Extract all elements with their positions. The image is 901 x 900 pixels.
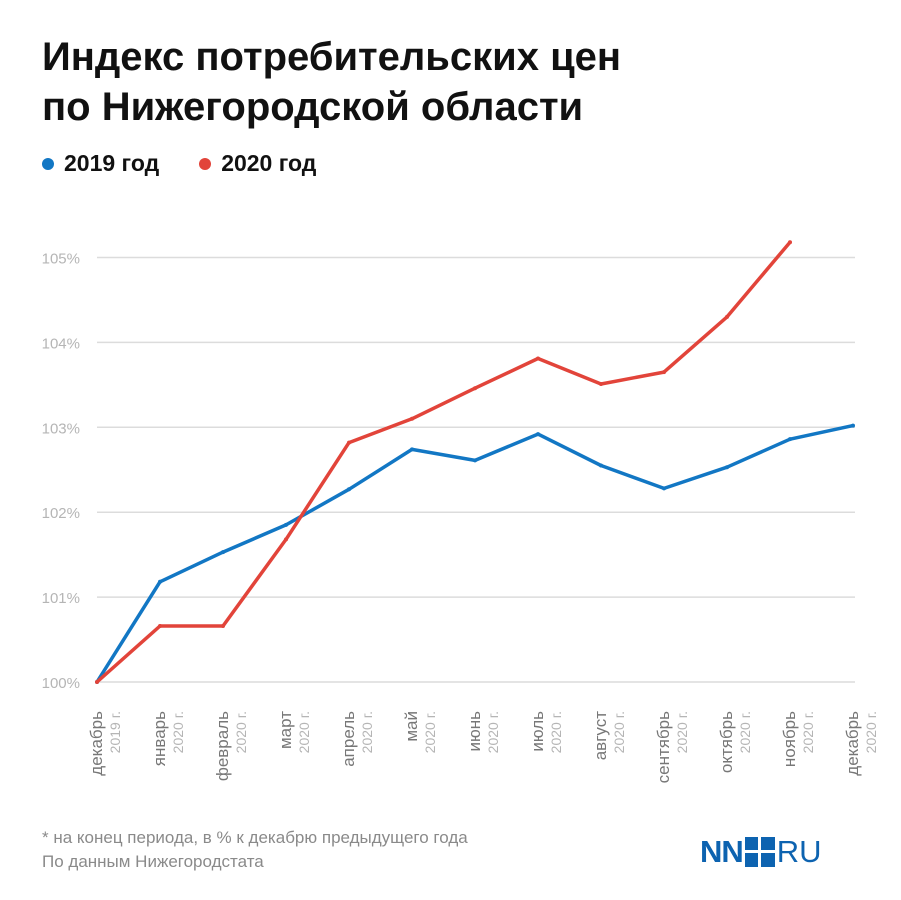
data-point-2020 [725, 314, 729, 319]
x-tick-year: 2020 г. [359, 711, 375, 753]
nn-ru-logo: NN RU [700, 834, 822, 870]
x-tick-month: февраль [213, 711, 232, 781]
data-point-2020 [788, 240, 792, 245]
series-line-2020 [95, 240, 792, 684]
data-point-2019 [788, 437, 792, 442]
chart-title: Индекс потребительских цен по Нижегородс… [42, 32, 862, 132]
x-tick-year: 2020 г. [233, 711, 249, 753]
y-tick-label: 103% [42, 420, 80, 437]
x-tick-year: 2020 г. [296, 711, 312, 753]
data-point-2019 [410, 447, 414, 452]
logo-square-icon [744, 837, 775, 867]
x-tick-year: 2020 г. [611, 711, 627, 753]
data-point-2019 [158, 579, 162, 584]
legend-item-2020: 2020 год [199, 150, 316, 177]
data-point-2019 [473, 458, 477, 463]
data-point-2019 [599, 463, 603, 468]
data-point-2019 [851, 423, 855, 428]
y-tick-label: 101% [42, 590, 80, 607]
x-tick-month: июль [528, 711, 547, 752]
title-line-1: Индекс потребительских цен [42, 35, 622, 79]
legend: 2019 год 2020 год [42, 150, 316, 177]
data-point-2019 [221, 550, 225, 555]
x-tick-month: январь [150, 711, 169, 766]
x-tick-year: 2020 г. [170, 711, 186, 753]
logo-ru-text: RU [776, 834, 822, 869]
x-tick-year: 2020 г. [800, 711, 816, 753]
logo-nn-text: NN [700, 834, 744, 869]
line-chart: 100%101%102%103%104%105%декабрь 2019 г. ян… [42, 240, 879, 784]
data-point-2019 [536, 432, 540, 437]
data-point-2020 [662, 370, 666, 375]
legend-dot-2020 [199, 157, 212, 170]
x-tick-month: октябрь [717, 711, 736, 773]
x-tick-year: 2019 г. [107, 711, 123, 753]
y-tick-label: 100% [42, 675, 80, 692]
footnote: * на конец периода, в % к декабрю предыд… [42, 826, 468, 874]
legend-label-2019: 2019 год [64, 150, 160, 176]
x-tick-year: 2020 г. [863, 711, 879, 753]
data-point-2020 [599, 381, 603, 386]
legend-item-2019: 2019 год [42, 150, 159, 177]
series-line-2019 [95, 423, 855, 684]
data-point-2019 [662, 486, 666, 491]
data-point-2019 [347, 487, 351, 492]
y-tick-label: 105% [42, 250, 80, 267]
x-tick-year: 2020 г. [737, 711, 753, 753]
data-point-2020 [221, 623, 225, 628]
data-point-2020 [347, 440, 351, 445]
data-point-2020 [473, 386, 477, 391]
x-tick-month: ноябрь [780, 711, 799, 767]
x-tick-month: апрель [339, 711, 358, 767]
x-tick-month: август [591, 711, 610, 760]
legend-label-2020: 2020 год [221, 150, 317, 176]
x-tick-month: декабрь [843, 711, 862, 776]
x-tick-month: декабрь [87, 711, 106, 776]
x-tick-month: сентябрь [654, 711, 673, 784]
title-line-2: по Нижегородской области [42, 85, 584, 129]
footnote-source: По данным Нижегородстата [42, 852, 264, 871]
x-tick-year: 2020 г. [548, 711, 564, 753]
x-tick-year: 2020 г. [422, 711, 438, 753]
data-point-2020 [158, 623, 162, 628]
legend-dot-2019 [42, 157, 54, 170]
x-tick-year: 2020 г. [485, 711, 501, 753]
x-tick-month: май [402, 711, 421, 742]
footnote-note: * на конец периода, в % к декабрю предыд… [42, 828, 468, 847]
data-point-2020 [536, 356, 540, 361]
x-tick-month: март [276, 711, 295, 749]
x-tick-year: 2020 г. [674, 711, 690, 753]
y-tick-label: 102% [42, 505, 80, 522]
data-point-2020 [95, 680, 99, 684]
data-point-2019 [725, 465, 729, 470]
data-point-2019 [284, 522, 288, 527]
data-point-2020 [284, 537, 288, 542]
data-point-2020 [410, 416, 414, 421]
x-tick-month: июнь [465, 711, 484, 752]
y-tick-label: 104% [42, 335, 80, 352]
